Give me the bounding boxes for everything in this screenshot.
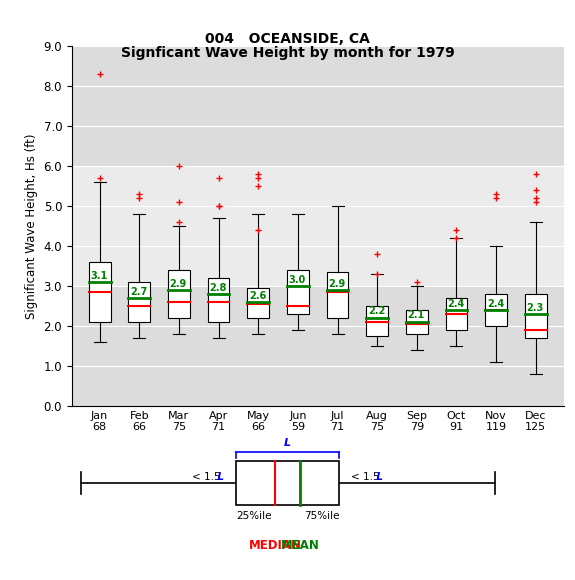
Text: 2.1: 2.1 — [408, 310, 425, 321]
Text: 2.2: 2.2 — [368, 306, 385, 317]
Bar — [366, 306, 388, 336]
Bar — [287, 270, 309, 314]
Bar — [236, 461, 339, 505]
Text: 2.4: 2.4 — [487, 299, 504, 309]
Bar — [89, 262, 110, 322]
Text: MEAN: MEAN — [281, 539, 319, 552]
Text: L: L — [192, 472, 224, 481]
Text: < 1.5: < 1.5 — [351, 472, 382, 481]
Y-axis label: Significant Wave Height, Hs (ft): Significant Wave Height, Hs (ft) — [25, 133, 38, 319]
Text: 3.1: 3.1 — [90, 270, 108, 281]
Text: 2.9: 2.9 — [170, 278, 187, 288]
Text: 2.6: 2.6 — [249, 291, 266, 300]
Bar — [327, 272, 348, 318]
Text: 2.8: 2.8 — [209, 282, 227, 292]
Bar — [72, 166, 564, 286]
Text: 2.9: 2.9 — [328, 278, 346, 288]
Text: 2.7: 2.7 — [130, 287, 147, 296]
Bar — [525, 294, 547, 338]
Text: 75%ile: 75%ile — [304, 511, 339, 521]
Bar — [208, 278, 229, 322]
Bar — [247, 288, 269, 318]
Bar — [406, 310, 428, 334]
Text: 2.4: 2.4 — [447, 299, 465, 309]
Text: 004   OCEANSIDE, CA: 004 OCEANSIDE, CA — [205, 32, 370, 46]
Bar — [168, 270, 190, 318]
Bar — [485, 294, 507, 326]
Text: L: L — [284, 438, 291, 448]
Text: Signficant Wave Height by month for 1979: Signficant Wave Height by month for 1979 — [121, 46, 454, 60]
Text: 25%ile: 25%ile — [236, 511, 271, 521]
Text: 2.3: 2.3 — [527, 303, 544, 313]
Text: < 1.5: < 1.5 — [193, 472, 224, 481]
Bar — [446, 298, 467, 330]
Bar — [72, 46, 564, 166]
Bar — [128, 282, 150, 322]
Text: 3.0: 3.0 — [289, 274, 306, 285]
Text: L: L — [351, 472, 383, 481]
Bar — [72, 286, 564, 406]
Text: MEDIAN: MEDIAN — [248, 539, 301, 552]
